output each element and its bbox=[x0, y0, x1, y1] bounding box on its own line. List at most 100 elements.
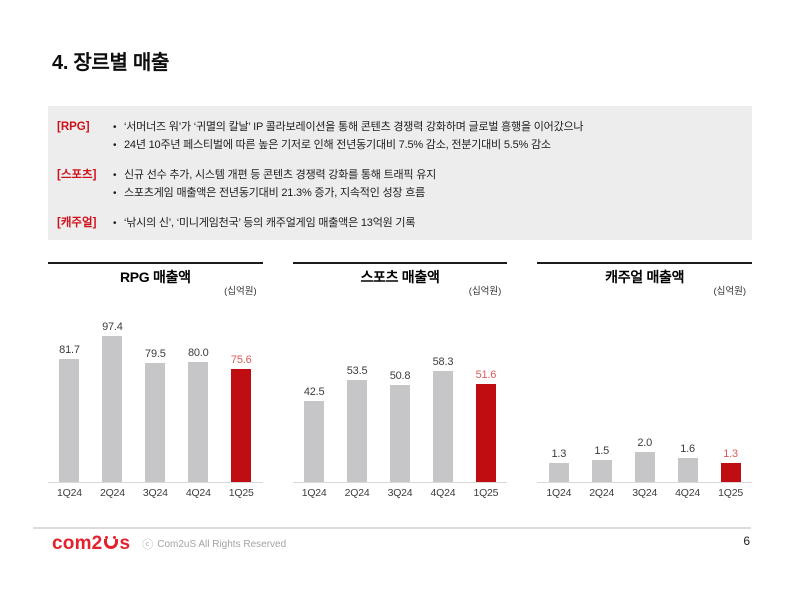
bar-1q24 bbox=[304, 401, 325, 482]
category-label: 1Q25 bbox=[473, 487, 499, 499]
bar-value-label: 80.0 bbox=[187, 347, 209, 359]
bullet-item: • 신규 선수 추가, 시스템 개편 등 콘텐츠 경쟁력 강화를 통해 트래픽 … bbox=[113, 167, 736, 185]
bar-4q24 bbox=[188, 362, 209, 482]
category-label: 2Q24 bbox=[589, 487, 615, 499]
bar-value-label: 51.6 bbox=[475, 368, 497, 381]
chart-unit-label: (십억원) bbox=[468, 286, 502, 297]
bar-value-label: 50.8 bbox=[389, 370, 411, 383]
bar-value-label: 81.7 bbox=[59, 344, 80, 357]
bar-2q24 bbox=[591, 459, 612, 482]
bar-value-label: 53.5 bbox=[346, 365, 368, 378]
bullet-item: • ‘낚시의 신’, ‘미니게임천국’ 등의 캐주얼게임 매출액은 13억원 기… bbox=[113, 215, 736, 233]
bar-slot: 51.6 bbox=[464, 369, 507, 482]
bar-3q24 bbox=[390, 385, 411, 482]
bar-value-label: 42.5 bbox=[303, 386, 325, 399]
category-label: 1Q24 bbox=[301, 487, 327, 499]
bullet-icon: • bbox=[113, 139, 117, 151]
bar-2q24 bbox=[102, 335, 123, 482]
chart-title: RPG 매출액 bbox=[119, 269, 191, 285]
bar-3q24 bbox=[634, 452, 655, 482]
bar-3q24 bbox=[145, 362, 166, 482]
bar-slot: 97.4 bbox=[91, 321, 134, 482]
smiley-eye-icon bbox=[105, 536, 109, 539]
bar-1q24 bbox=[548, 462, 569, 482]
category-label: 3Q24 bbox=[632, 487, 658, 499]
summary-label-casual: [캐주얼] bbox=[57, 217, 97, 229]
bar-1q25 bbox=[231, 368, 252, 482]
chart-category-axis: 1Q24 2Q24 3Q24 4Q24 1Q25 bbox=[48, 487, 263, 499]
bar-value-label: 1.5 bbox=[594, 444, 610, 457]
bar-slot: 1.5 bbox=[580, 444, 623, 482]
charts-row: RPG 매출액 (십억원) 81.7 97.4 79.5 80.0 75.6 1Q24 2… bbox=[48, 262, 753, 499]
bullet-item: • 24년 10주년 페스티벌에 따른 높은 기저로 인해 전년동기대비 7.5… bbox=[113, 137, 736, 155]
category-label: 2Q24 bbox=[99, 487, 125, 499]
bar-slot: 75.6 bbox=[220, 354, 263, 482]
bar-value-label: 2.0 bbox=[637, 437, 653, 449]
summary-row-sports: [스포츠] • 신규 선수 추가, 시스템 개편 등 콘텐츠 경쟁력 강화를 통… bbox=[57, 167, 736, 202]
bar-slot: 81.7 bbox=[48, 344, 91, 482]
summary-bullets: • ‘낚시의 신’, ‘미니게임천국’ 등의 캐주얼게임 매출액은 13억원 기… bbox=[113, 215, 736, 233]
bullet-icon: • bbox=[113, 122, 117, 133]
summary-bullets: • 신규 선수 추가, 시스템 개편 등 콘텐츠 경쟁력 강화를 통해 트래픽 … bbox=[113, 167, 736, 202]
com2us-logo: com2 s bbox=[52, 533, 130, 555]
smiley-eye-icon bbox=[113, 536, 117, 539]
category-label: 1Q25 bbox=[228, 487, 254, 499]
page-number: 6 bbox=[743, 534, 750, 548]
category-label: 3Q24 bbox=[387, 487, 413, 499]
bar-1q25 bbox=[720, 462, 741, 482]
summary-bullets: • ‘서머너즈 워’가 ‘귀멸의 칼날’ IP 콜라보레이션을 통해 콘텐츠 경… bbox=[113, 119, 736, 154]
bar-slot: 53.5 bbox=[336, 365, 379, 482]
bar-value-label: 1.3 bbox=[551, 447, 567, 460]
bar-slot: 1.3 bbox=[537, 447, 580, 482]
bullet-text: ‘서머너즈 워’가 ‘귀멸의 칼날’ IP 콜라보레이션을 통해 콘텐츠 경쟁력… bbox=[124, 121, 584, 133]
summary-label-rpg: [RPG] bbox=[57, 121, 90, 133]
bar-value-label: 79.5 bbox=[145, 347, 166, 360]
bar-1q24 bbox=[59, 359, 80, 482]
chart-casual-revenue: 캐주얼 매출액 (십억원) 1.3 1.5 2.0 1.6 1.3 1Q24 2Q24 3Q… bbox=[537, 262, 753, 499]
footer: com2 s ⓒ Com2uS All Rights Reserved bbox=[52, 533, 286, 555]
chart-category-axis: 1Q24 2Q24 3Q24 4Q24 1Q25 bbox=[537, 487, 752, 499]
bar-value-label: 97.4 bbox=[102, 320, 123, 333]
category-label: 4Q24 bbox=[185, 487, 211, 499]
bullet-text: 신규 선수 추가, 시스템 개편 등 콘텐츠 경쟁력 강화를 통해 트래픽 유지 bbox=[124, 169, 437, 181]
summary-box: [RPG] • ‘서머너즈 워’가 ‘귀멸의 칼날’ IP 콜라보레이션을 통해… bbox=[48, 106, 752, 240]
smiley-mouth-shape bbox=[103, 539, 118, 549]
chart-plot-area: 1.3 1.5 2.0 1.6 1.3 bbox=[537, 298, 753, 483]
footer-divider bbox=[33, 527, 751, 529]
bullet-icon: • bbox=[113, 187, 117, 199]
bar-value-label: 58.3 bbox=[432, 356, 454, 369]
bar-2q24 bbox=[347, 380, 368, 482]
bar-value-label: 1.6 bbox=[680, 443, 695, 455]
bar-slot: 80.0 bbox=[177, 347, 220, 482]
bullet-icon: • bbox=[113, 218, 117, 229]
bar-slot: 1.3 bbox=[709, 448, 752, 482]
smiley-u-icon bbox=[103, 536, 118, 549]
bar-slot: 50.8 bbox=[379, 370, 422, 482]
chart-unit-label: (십억원) bbox=[713, 286, 747, 297]
bar-slot: 79.5 bbox=[134, 348, 177, 482]
bullet-text: 24년 10주년 페스티벌에 따른 높은 기저로 인해 전년동기대비 7.5% … bbox=[124, 138, 551, 151]
category-label: 3Q24 bbox=[142, 487, 168, 499]
bar-slot: 42.5 bbox=[293, 386, 336, 482]
bullet-icon: • bbox=[113, 170, 117, 181]
chart-plot-area: 81.7 97.4 79.5 80.0 75.6 bbox=[48, 298, 263, 483]
bar-4q24 bbox=[677, 458, 698, 482]
category-label: 2Q24 bbox=[344, 487, 370, 499]
bar-1q25 bbox=[475, 383, 496, 482]
category-label: 1Q24 bbox=[546, 487, 572, 499]
chart-plot-area: 42.5 53.5 50.8 58.3 51.6 bbox=[292, 298, 508, 483]
bar-slot: 1.6 bbox=[666, 443, 709, 482]
bar-4q24 bbox=[432, 371, 453, 482]
copyright: ⓒ Com2uS All Rights Reserved bbox=[142, 536, 286, 552]
chart-sports-revenue: 스포츠 매출액 (십억원) 42.5 53.5 50.8 58.3 51.6 1Q24 2… bbox=[292, 262, 508, 499]
chart-title: 캐주얼 매출액 bbox=[605, 269, 685, 285]
summary-row-rpg: [RPG] • ‘서머너즈 워’가 ‘귀멸의 칼날’ IP 콜라보레이션을 통해… bbox=[57, 119, 736, 154]
bullet-item: • 스포츠게임 매출액은 전년동기대비 21.3% 증가, 지속적인 성장 흐름 bbox=[113, 185, 736, 203]
chart-rpg-revenue: RPG 매출액 (십억원) 81.7 97.4 79.5 80.0 75.6 1Q24 2… bbox=[48, 262, 263, 499]
summary-label-sports: [스포츠] bbox=[57, 169, 97, 181]
copyright-text: Com2uS All Rights Reserved bbox=[157, 538, 287, 550]
category-label: 4Q24 bbox=[675, 487, 701, 499]
bar-slot: 58.3 bbox=[421, 356, 464, 482]
category-label: 1Q25 bbox=[718, 487, 743, 499]
